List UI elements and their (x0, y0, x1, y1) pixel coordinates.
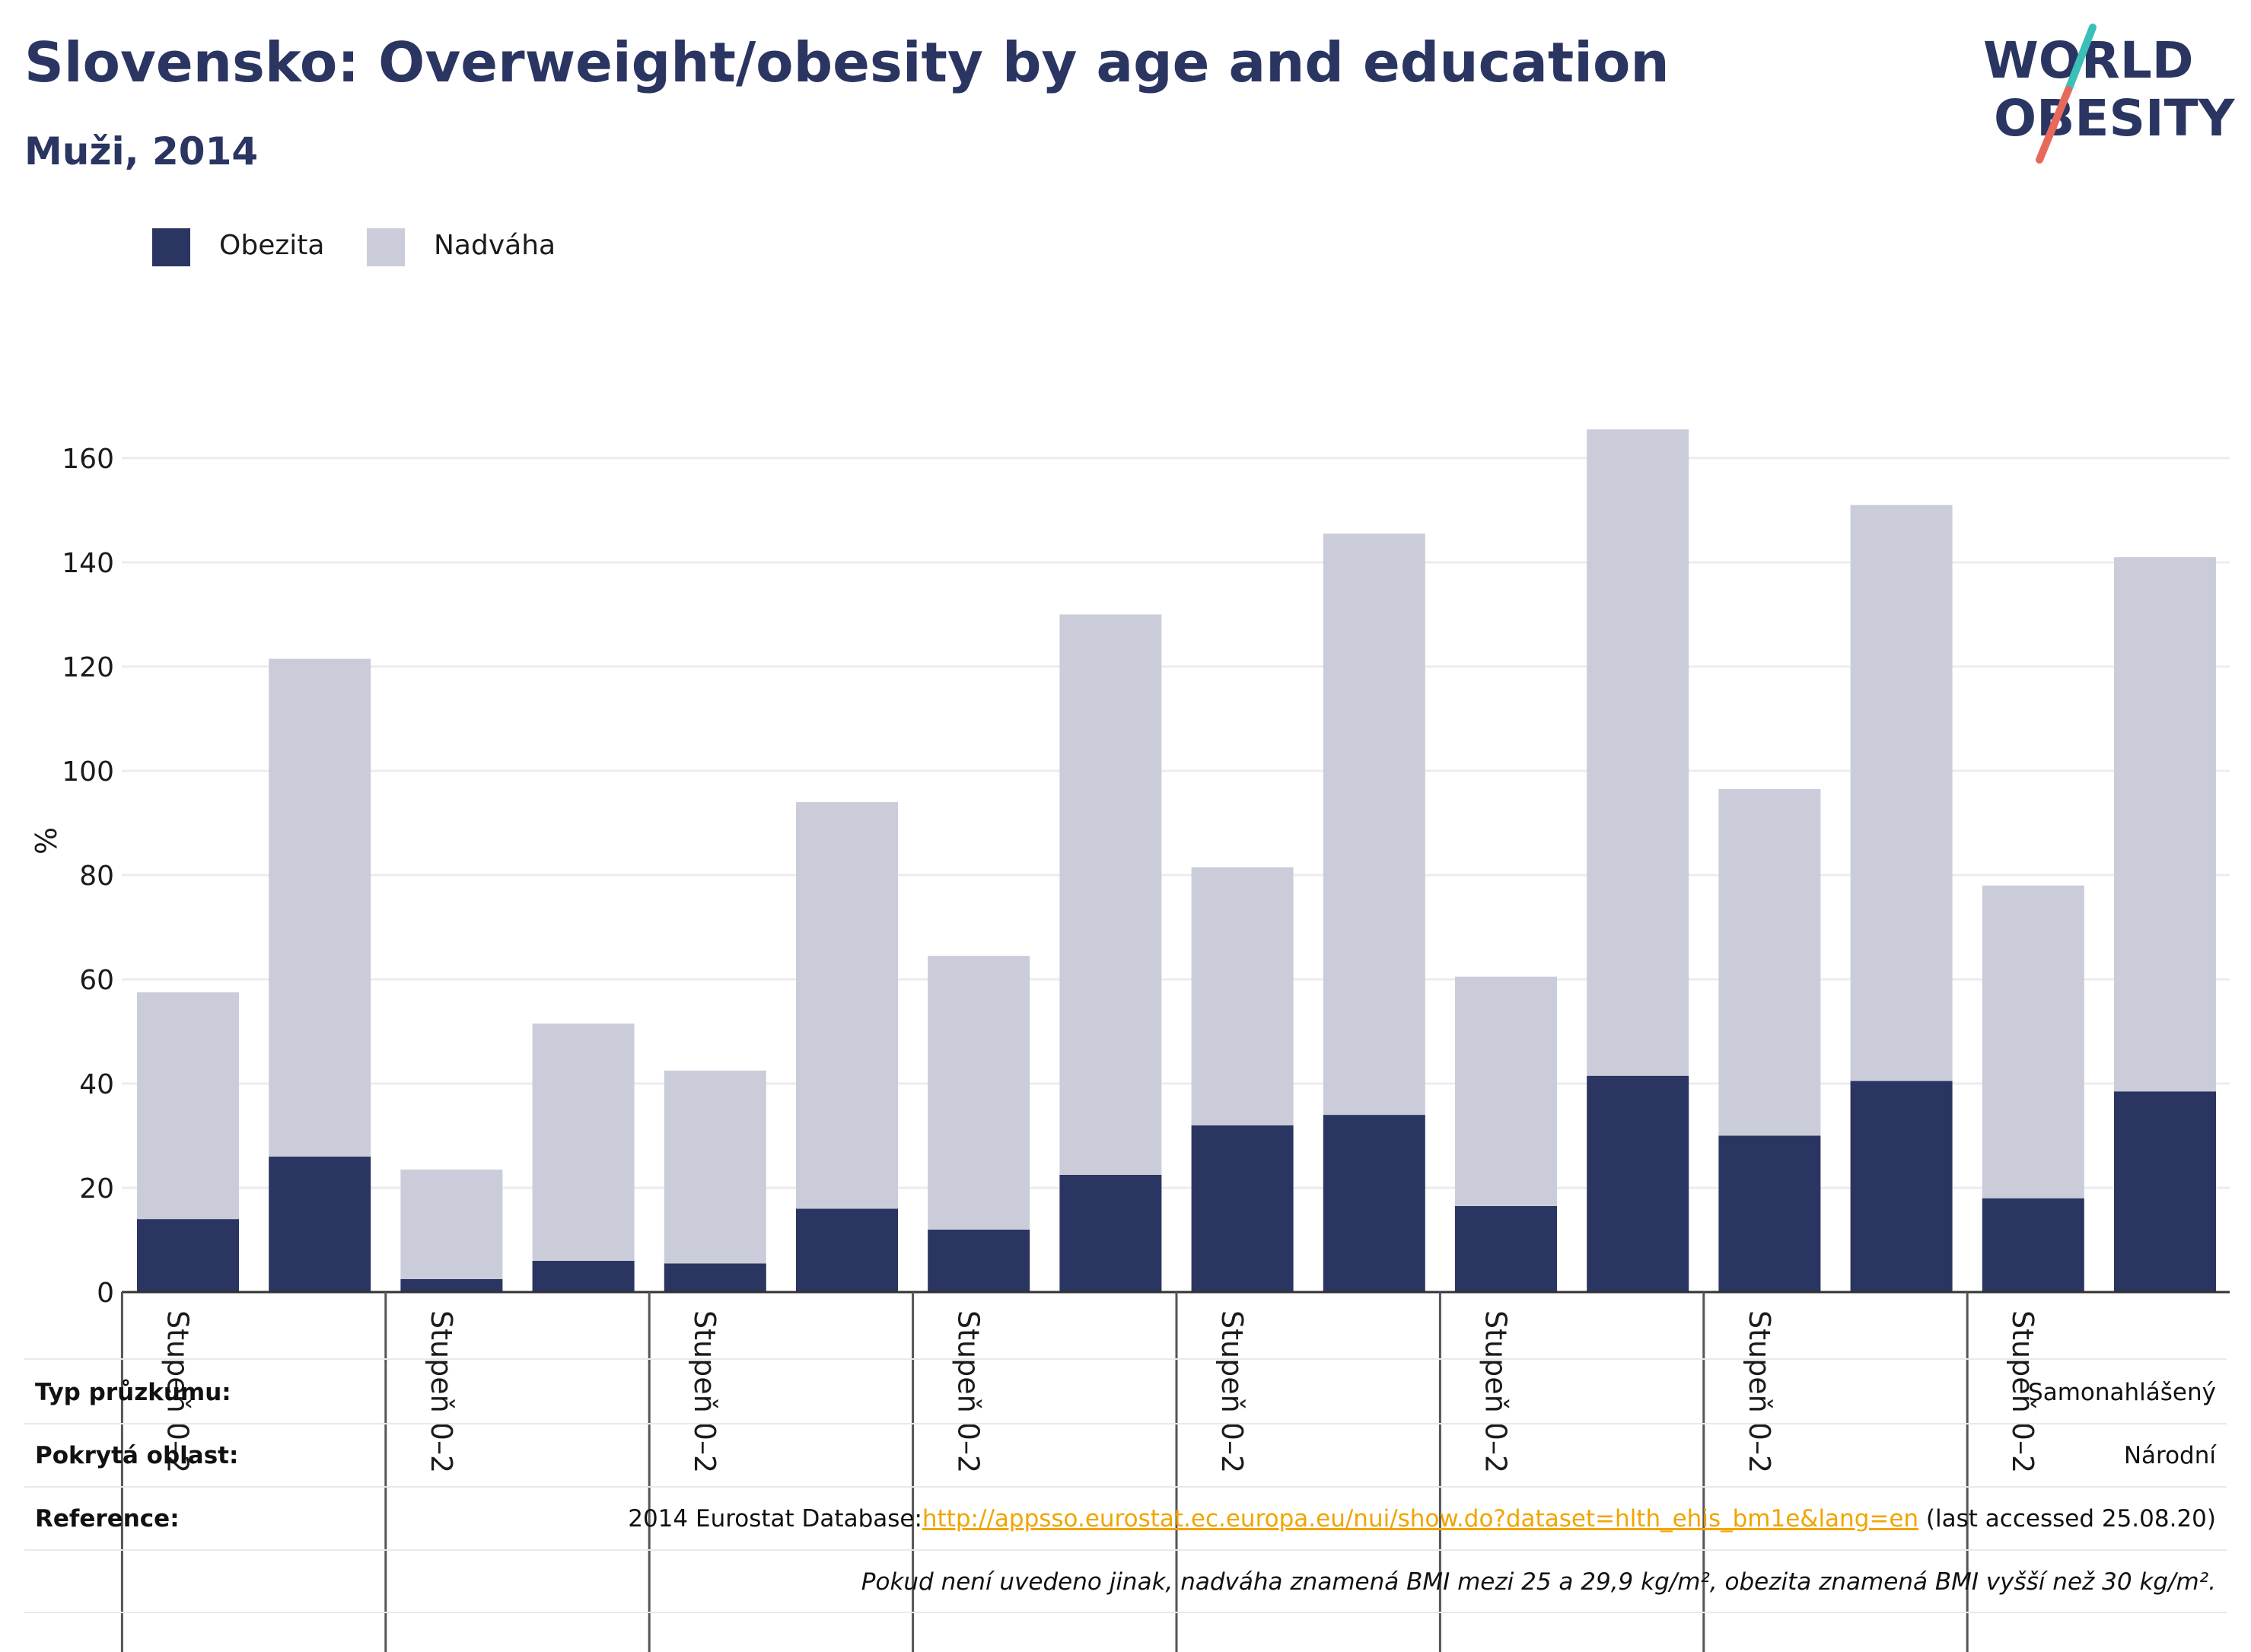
bar-obezita (1982, 1198, 2084, 1292)
bar-nadvaha (1191, 867, 1294, 1125)
y-axis-label: % (30, 827, 63, 855)
bar-obezita (1191, 1125, 1294, 1292)
bar-nadvaha (928, 956, 1030, 1230)
bar-obezita (2114, 1091, 2216, 1292)
bar-series (137, 429, 2216, 1292)
legend-swatch-obezita (152, 228, 190, 266)
x-group-label: Stupeň 0–2 (1743, 1310, 1776, 1473)
bar-obezita (1323, 1115, 1425, 1292)
x-group-label: Stupeň 0–2 (952, 1310, 985, 1473)
bar-nadvaha (137, 992, 239, 1220)
bar-obezita (532, 1260, 635, 1292)
bar-nadvaha (269, 658, 371, 1157)
y-tick-label: 20 (79, 1173, 114, 1205)
chart-subtitle: Muži, 2014 (24, 129, 259, 173)
x-group-label: Stupeň 0–2 (1215, 1310, 1249, 1473)
bar-nadvaha (1587, 429, 1689, 1076)
bar-obezita (664, 1263, 766, 1292)
reference-link[interactable]: http://appsso.eurostat.ec.europa.eu/nui/… (922, 1505, 1919, 1533)
bar-nadvaha (2114, 557, 2216, 1092)
legend-swatch-nadvaha (367, 228, 405, 266)
bar-obezita (1587, 1075, 1689, 1292)
bar-nadvaha (532, 1023, 635, 1261)
bar-nadvaha (1982, 885, 2084, 1198)
chart-title: Slovensko: Overweight/obesity by age and… (24, 30, 1670, 94)
bar-obezita (1455, 1205, 1557, 1292)
bar-nadvaha (400, 1170, 503, 1279)
y-tick-label: 40 (79, 1069, 114, 1100)
bar-nadvaha (1059, 614, 1162, 1175)
axes: 0 20 40 60 80 100 120 140 160 Stupeň 0–2 Stupeň 0–… (62, 444, 2230, 1652)
bar-obezita (796, 1208, 898, 1292)
y-tick-label: 140 (62, 548, 114, 579)
x-group-label: Stupeň 0–2 (1479, 1310, 1512, 1473)
y-tick-label: 60 (79, 965, 114, 996)
world-obesity-logo: WORLD OBESITY (1983, 24, 2236, 164)
bar-nadvaha (1455, 976, 1557, 1206)
logo-slash-teal (2065, 24, 2097, 94)
bar-obezita (1059, 1174, 1162, 1292)
bar-obezita (400, 1278, 503, 1292)
bar-obezita (137, 1219, 239, 1292)
bar-nadvaha (664, 1070, 766, 1264)
y-tick-label: 0 (97, 1278, 114, 1309)
logo-text-obesity: OBESITY (1994, 89, 2236, 148)
bar-obezita (1850, 1081, 1953, 1292)
legend-label-nadvaha: Nadváha (434, 230, 556, 261)
x-group-label: Stupeň 0–2 (2006, 1310, 2039, 1473)
y-tick-label: 160 (62, 444, 114, 475)
y-tick-label: 80 (79, 861, 114, 892)
y-tick-label: 100 (62, 756, 114, 788)
bar-nadvaha (1718, 788, 1821, 1136)
bar-nadvaha (1850, 505, 1953, 1081)
x-group-label: Stupeň 0–2 (161, 1310, 194, 1473)
bar-obezita (269, 1156, 371, 1292)
logo-slash-red (2036, 86, 2072, 164)
x-group-label: Stupeň 0–2 (425, 1310, 458, 1473)
bar-nadvaha (796, 802, 898, 1209)
legend-label-obezita: Obezita (219, 230, 325, 261)
bar-nadvaha (1323, 533, 1425, 1116)
x-group-label: Stupeň 0–2 (688, 1310, 721, 1473)
bar-obezita (1718, 1135, 1821, 1292)
bar-obezita (928, 1229, 1030, 1292)
y-tick-label: 120 (62, 652, 114, 683)
